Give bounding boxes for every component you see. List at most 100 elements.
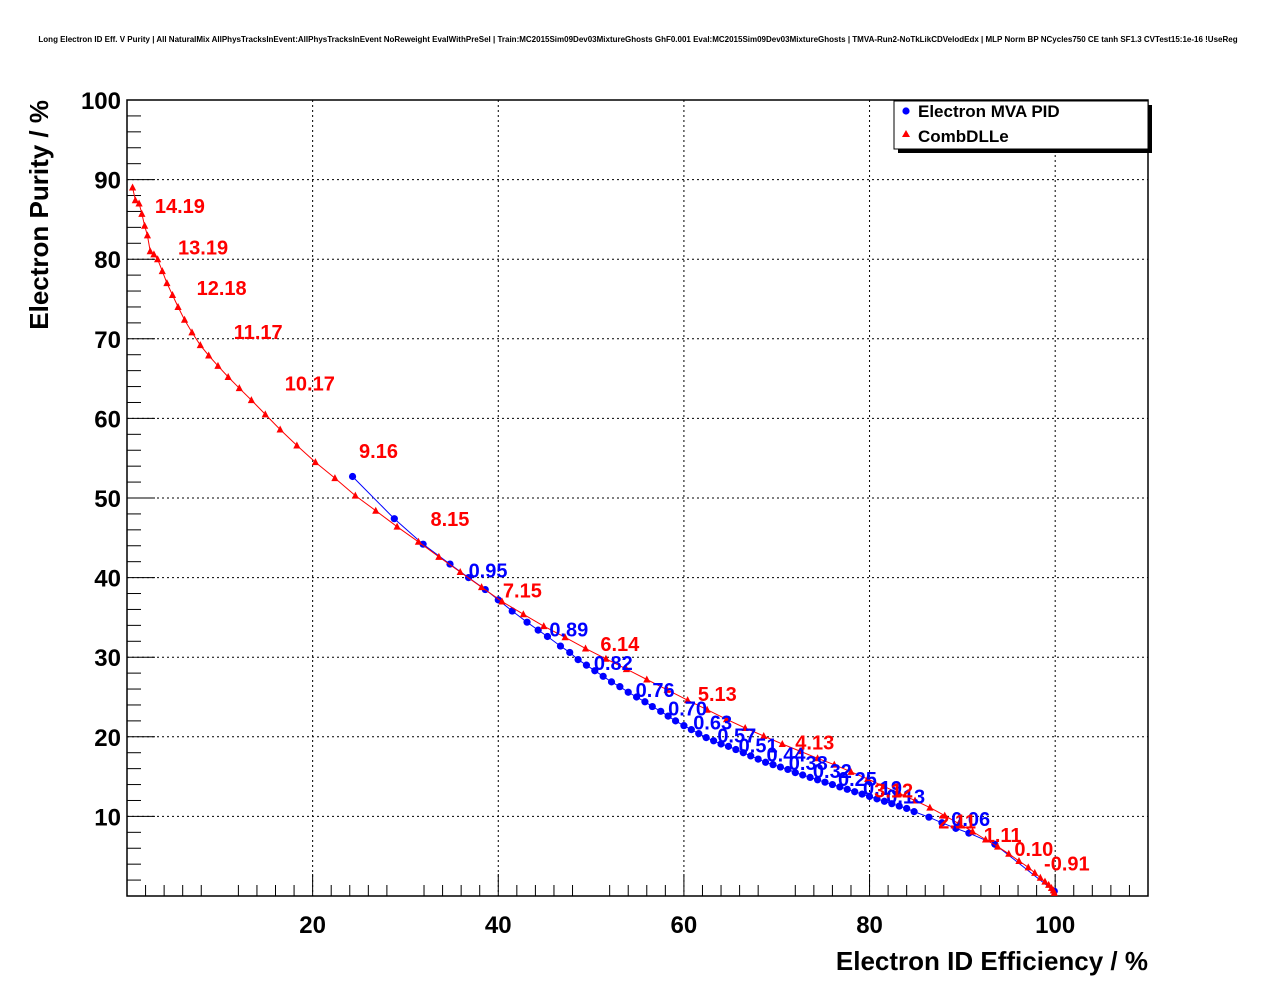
- x-tick-label: 20: [299, 912, 326, 939]
- data-point: [456, 568, 464, 576]
- data-point: [624, 688, 632, 696]
- data-point: [390, 515, 398, 523]
- data-point: [622, 665, 630, 673]
- threshold-label: 0.82: [594, 653, 633, 675]
- threshold-label: 2.11: [938, 811, 976, 833]
- data-point: [196, 341, 204, 349]
- data-point: [311, 458, 320, 466]
- data-point: [664, 712, 672, 720]
- data-point: [843, 785, 851, 793]
- data-point: [813, 776, 822, 784]
- y-tick-label: 20: [94, 725, 121, 752]
- data-point: [858, 790, 866, 798]
- data-point: [351, 491, 359, 499]
- data-point: [534, 626, 542, 634]
- data-point: [1041, 877, 1049, 885]
- data-point: [739, 749, 747, 757]
- data-point: [519, 610, 527, 618]
- data-point: [864, 774, 872, 782]
- legend-label-mva: Electron MVA PID: [918, 102, 1060, 121]
- data-point: [799, 771, 807, 779]
- axis-ticks: 20 40 60 80 100 10 20 30 40 50 60 70 80 90 100: [81, 88, 1130, 939]
- data-point: [873, 795, 881, 803]
- data-point: [1005, 849, 1013, 857]
- data-point: [747, 752, 755, 760]
- series-line: [352, 476, 1055, 892]
- x-tick-label: 60: [671, 912, 698, 939]
- data-point: [778, 739, 786, 747]
- y-tick-label: 50: [94, 486, 121, 513]
- data-point: [776, 763, 785, 771]
- x-tick-label: 100: [1035, 912, 1075, 939]
- data-point: [540, 622, 548, 630]
- data-point: [556, 642, 565, 650]
- threshold-label: 0.38: [789, 753, 828, 775]
- data-point: [680, 722, 688, 730]
- data-point: [895, 789, 903, 797]
- data-point: [710, 737, 718, 745]
- threshold-label: 0.25: [838, 769, 877, 791]
- data-point: [599, 672, 607, 680]
- data-point: [131, 196, 139, 204]
- threshold-label: 4.13: [795, 733, 834, 755]
- grid-lines: [127, 100, 1148, 896]
- data-point: [663, 685, 671, 693]
- data-point: [903, 804, 911, 813]
- data-point: [684, 696, 692, 704]
- data-point: [955, 819, 963, 827]
- data-point: [348, 472, 357, 481]
- annotations-layer: 0.95 0.89 0.820.760.700.630.570.510.440.38…: [155, 196, 1090, 875]
- threshold-label: 13.19: [178, 237, 228, 259]
- data-point: [146, 247, 154, 255]
- data-point: [523, 618, 531, 626]
- data-point: [968, 827, 977, 835]
- data-point: [188, 328, 196, 336]
- data-point: [702, 733, 710, 742]
- legend-marker-dll: [902, 130, 910, 137]
- data-point: [128, 183, 137, 191]
- chart-title: Long Electron ID Eff. V Purity | All Nat…: [38, 35, 1237, 44]
- data-point: [174, 302, 182, 310]
- legend-label-dll: CombDLLe: [918, 127, 1009, 146]
- y-tick-label: 80: [94, 247, 121, 274]
- threshold-label: 5.13: [698, 684, 737, 706]
- data-point: [791, 769, 799, 777]
- data-point: [813, 754, 822, 762]
- threshold-label: 0.44: [767, 744, 807, 766]
- data-point: [247, 396, 255, 404]
- data-point: [414, 537, 423, 545]
- data-point: [1024, 863, 1032, 871]
- data-point: [543, 632, 552, 641]
- data-point: [276, 425, 284, 433]
- data-point: [910, 808, 918, 816]
- data-point: [138, 209, 146, 217]
- data-point: [836, 783, 844, 791]
- data-point: [602, 654, 610, 662]
- data-point: [435, 552, 443, 560]
- data-point: [895, 802, 903, 810]
- y-tick-label: 70: [94, 327, 121, 354]
- data-point: [926, 803, 934, 811]
- data-point: [888, 800, 896, 808]
- data-point: [158, 267, 166, 275]
- threshold-label: 12.18: [197, 278, 247, 300]
- data-point: [821, 778, 829, 786]
- data-point: [372, 506, 380, 514]
- data-point: [695, 730, 703, 738]
- data-point: [830, 760, 838, 768]
- y-tick-label: 100: [81, 88, 121, 115]
- data-point: [941, 811, 949, 819]
- data-point: [981, 835, 990, 843]
- data-point: [235, 384, 243, 392]
- data-point: [671, 717, 680, 725]
- threshold-label: 9.16: [359, 441, 398, 463]
- y-tick-label: 30: [94, 645, 121, 672]
- data-point: [1031, 868, 1039, 876]
- data-point: [141, 221, 149, 229]
- threshold-label: 0.70: [668, 698, 707, 720]
- threshold-label: 8.15: [431, 509, 470, 531]
- data-point: [293, 441, 301, 449]
- legend-box: [893, 100, 1149, 150]
- threshold-label: 3.12: [874, 780, 913, 802]
- data-point: [616, 683, 624, 691]
